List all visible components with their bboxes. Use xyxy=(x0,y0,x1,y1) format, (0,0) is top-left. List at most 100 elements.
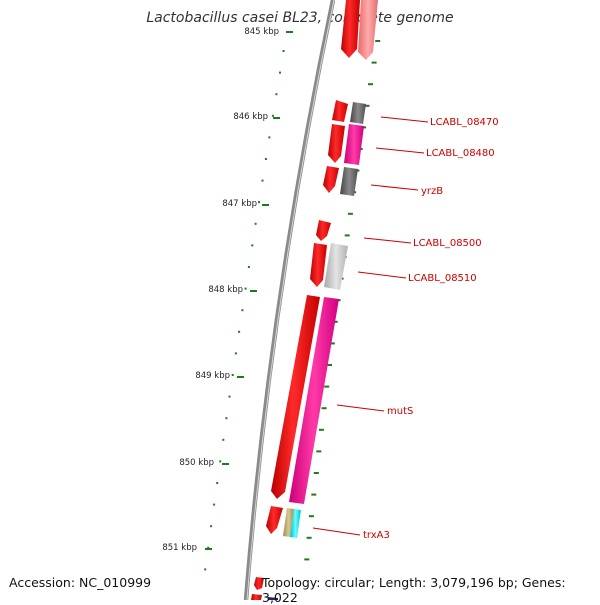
feature-light-gray[interactable] xyxy=(324,243,348,290)
tick-851: 851 kbp xyxy=(162,543,212,553)
ruler-dot xyxy=(247,266,250,268)
genome-backbone xyxy=(243,0,336,600)
gene-label: LCABL_08510 xyxy=(408,273,477,284)
leader-line xyxy=(312,527,361,536)
tick-846: 846 kbp xyxy=(233,112,280,122)
outer-ring-dot xyxy=(318,428,324,431)
feature-light-red[interactable] xyxy=(358,0,378,60)
tick-label: 848 kbp xyxy=(208,285,243,295)
feature-navy[interactable] xyxy=(268,597,278,600)
tick-850: 850 kbp xyxy=(179,458,229,468)
gene-label-lcabl-08510[interactable]: LCABL_08510 xyxy=(357,271,477,284)
tick-label: 851 kbp xyxy=(162,543,197,553)
outer-ring-dot xyxy=(371,61,377,64)
tick-848: 848 kbp xyxy=(208,285,257,295)
tick-label: 845 kbp xyxy=(244,27,279,37)
feature-cyan[interactable] xyxy=(290,509,301,538)
leader-line xyxy=(363,237,412,244)
ruler-dot xyxy=(251,244,254,247)
ruler-dot xyxy=(207,546,210,549)
outer-ring-dot xyxy=(304,558,310,561)
outer-ring-dot xyxy=(311,493,317,496)
tick-label: 846 kbp xyxy=(233,112,268,122)
feature-dark-gray[interactable] xyxy=(340,167,358,196)
ruler-dot xyxy=(216,482,219,484)
tick-845: 845 kbp xyxy=(244,27,293,37)
cds-feature[interactable] xyxy=(332,100,348,122)
outer-ring-dot xyxy=(375,40,381,42)
ruler-dot xyxy=(275,93,278,96)
summary-text: Topology: circular; Length: 3,079,196 bp… xyxy=(262,575,566,605)
cds-feature[interactable] xyxy=(251,594,262,600)
cds-feature[interactable] xyxy=(341,0,360,58)
ruler-dot xyxy=(261,179,264,182)
leader-line xyxy=(380,116,429,123)
outer-ring-dot xyxy=(347,212,353,215)
gene-label-lcabl-08480[interactable]: LCABL_08480 xyxy=(375,147,495,159)
ruler-dot xyxy=(225,417,228,420)
gene-label-lcabl-08470[interactable]: LCABL_08470 xyxy=(380,116,499,128)
cds-feature[interactable] xyxy=(328,124,345,163)
outer-ring-dot xyxy=(308,515,314,518)
gene-label: yrzB xyxy=(421,186,443,197)
tick-847: 847 kbp xyxy=(222,199,269,209)
ruler-dot xyxy=(204,568,207,571)
tick-849: 849 kbp xyxy=(195,371,244,381)
ruler-dot xyxy=(238,330,241,333)
outer-ring-dot xyxy=(329,342,335,345)
ruler-dot xyxy=(282,50,285,52)
cds-feature[interactable] xyxy=(254,577,264,590)
gene-label: mutS xyxy=(387,406,413,417)
cds-feature[interactable] xyxy=(316,220,331,241)
gene-label-lcabl-08500[interactable]: LCABL_08500 xyxy=(363,237,482,249)
ruler-dot xyxy=(222,438,225,441)
cds-feature[interactable] xyxy=(310,243,327,287)
outer-ring-dot xyxy=(316,450,322,453)
feature-tan[interactable] xyxy=(283,508,294,537)
ruler-dot xyxy=(258,201,260,204)
ruler-dot xyxy=(244,287,247,290)
ruler-dot xyxy=(219,460,222,463)
outer-ring-dot xyxy=(344,234,350,237)
leader-line xyxy=(357,271,407,279)
ruler-dot xyxy=(228,395,231,398)
outer-ring-dot xyxy=(332,320,338,323)
leader-line xyxy=(370,184,419,191)
gene-label-trxA3[interactable]: trxA3 xyxy=(312,527,390,541)
gene-label-mutS[interactable]: mutS xyxy=(336,404,413,417)
ruler-dot xyxy=(279,71,281,74)
cds-feature[interactable] xyxy=(323,166,339,193)
ruler-dot xyxy=(234,352,237,355)
outer-ring-dot xyxy=(313,472,319,474)
outer-ring-dot xyxy=(364,104,370,107)
tick-label: 850 kbp xyxy=(179,458,214,468)
gene-label: LCABL_08500 xyxy=(413,238,482,249)
cds-feature[interactable] xyxy=(271,295,320,499)
leader-line xyxy=(336,404,385,412)
outer-ring-dot xyxy=(306,536,312,539)
outer-ring-dot xyxy=(321,407,327,410)
ruler-dot xyxy=(231,374,234,376)
outer-ring-dot xyxy=(368,83,373,86)
ruler-dot xyxy=(264,158,267,160)
feature-pink[interactable] xyxy=(289,297,339,504)
outer-ring-dot xyxy=(324,385,330,388)
gene-label: trxA3 xyxy=(363,530,390,541)
gene-label-yrzB[interactable]: yrzB xyxy=(370,184,443,197)
ruler-dot xyxy=(254,222,257,225)
ruler-dot xyxy=(241,309,244,312)
leader-line xyxy=(375,147,425,154)
gene-label: LCABL_08480 xyxy=(426,148,495,159)
ruler-dots xyxy=(204,50,285,571)
ruler-dot xyxy=(213,503,216,506)
genome-backbone-highlight xyxy=(246,0,335,600)
gene-label: LCABL_08470 xyxy=(430,117,499,128)
outer-ring-dot xyxy=(327,364,332,366)
ruler-dot xyxy=(271,114,274,117)
map-title: Lactobacillus casei BL23, complete genom… xyxy=(146,10,454,26)
ruler-dot xyxy=(210,525,213,528)
feature-pink[interactable] xyxy=(344,124,364,165)
feature-dark-gray[interactable] xyxy=(350,102,366,124)
cds-feature[interactable] xyxy=(266,506,283,534)
